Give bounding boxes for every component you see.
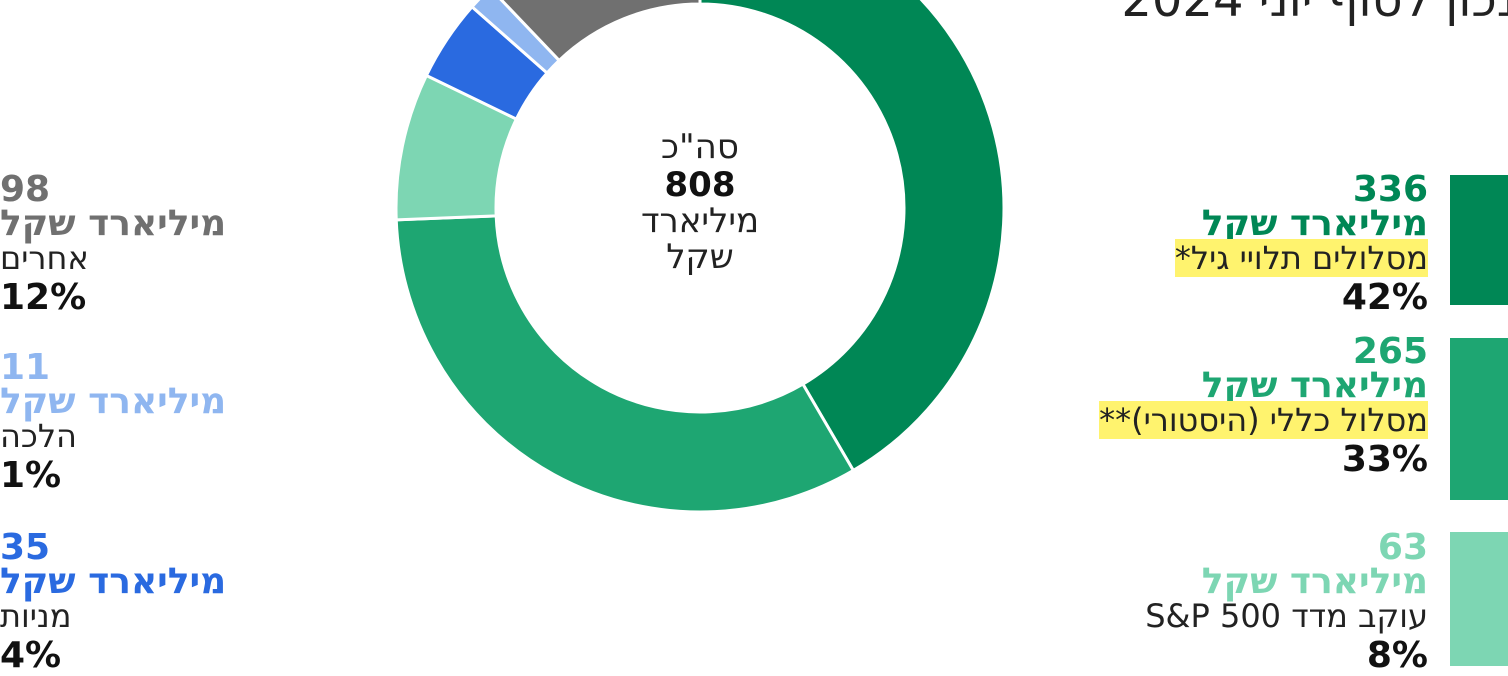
legend-swatch — [1450, 175, 1508, 305]
legend-unit: מיליארד שקל — [1201, 203, 1428, 244]
center-total: 808 — [665, 165, 736, 205]
legend-name: מניות — [0, 597, 72, 635]
legend-unit: מיליארד שקל — [0, 203, 227, 244]
legend-percent: 4% — [0, 635, 62, 676]
title: נכון לסוף יוני 2024 — [1121, 0, 1508, 28]
legend-unit: מיליארד שקל — [0, 561, 227, 602]
legend-value: 98 — [0, 169, 51, 210]
legend-percent: 33% — [1341, 439, 1428, 480]
legend-unit: מיליארד שקל — [0, 381, 227, 422]
legend-unit: מיליארד שקל — [1201, 561, 1428, 602]
legend-name: הלכה — [0, 417, 77, 455]
legend-name: אחרים — [0, 239, 89, 277]
donut-segment — [394, 214, 856, 514]
donut-segment — [698, 0, 1006, 473]
legend-name: מסלולים תלויי גיל* — [1174, 239, 1428, 277]
legend-unit: מיליארד שקל — [1201, 365, 1428, 406]
legend-value: 63 — [1377, 527, 1428, 568]
legend-percent: 42% — [1341, 277, 1428, 318]
center-unit: מיליארד שקל — [641, 201, 759, 277]
center-label: סה"כ — [661, 127, 739, 167]
legend-value: 336 — [1352, 169, 1428, 210]
donut-segment — [499, 0, 702, 63]
legend-swatch — [1450, 532, 1508, 666]
legend-value: 35 — [0, 527, 51, 568]
legend-swatch — [1450, 338, 1508, 500]
legend-percent: 8% — [1366, 635, 1428, 676]
legend-name: מסלול כללי (היסטורי)** — [1099, 401, 1428, 439]
legend-name: עוקב מדד S&P 500 — [1145, 597, 1428, 635]
legend-value: 265 — [1352, 331, 1428, 372]
legend-percent: 12% — [0, 277, 87, 318]
legend-value: 11 — [0, 347, 51, 388]
legend-percent: 1% — [0, 455, 62, 496]
